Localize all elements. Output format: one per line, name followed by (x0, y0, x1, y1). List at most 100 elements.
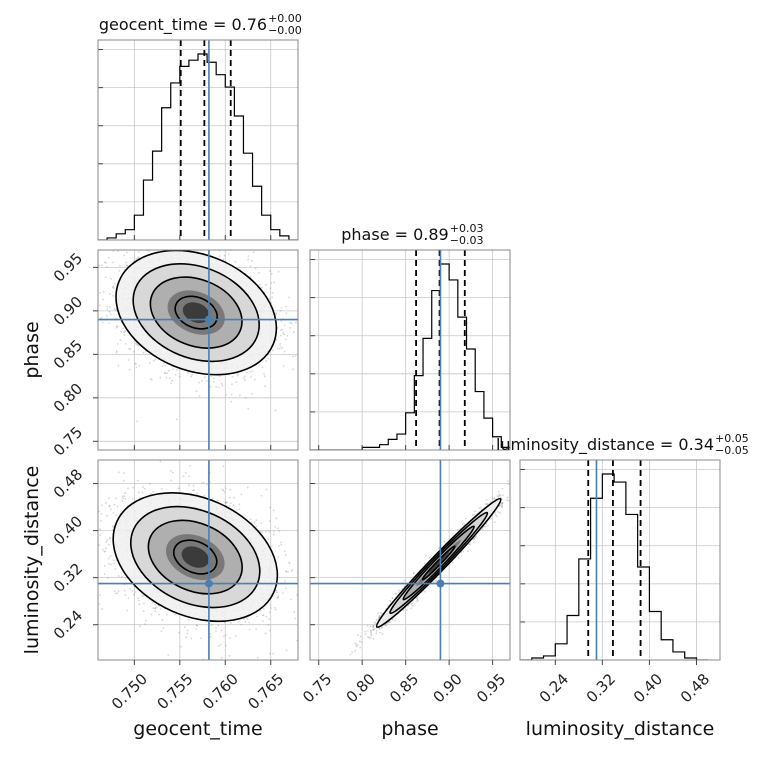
sample-point (277, 555, 280, 558)
sample-point (230, 400, 233, 403)
hist-panel-luminosity_distance-frame (519, 459, 721, 661)
sample-point (286, 334, 289, 337)
sample-point (98, 304, 101, 307)
sample-point (120, 330, 123, 333)
sample-point (105, 266, 108, 269)
sample-point (123, 254, 126, 257)
sample-point (96, 524, 98, 526)
sample-point (162, 627, 165, 630)
sample-point (229, 488, 231, 491)
sample-point (117, 471, 120, 474)
sample-point (121, 500, 124, 502)
sample-point (245, 617, 248, 619)
hist-bin-geocent_time-10 (189, 60, 198, 240)
sample-point (123, 331, 126, 334)
scatter-panel-geocent_time-phase-frame (97, 249, 299, 451)
sample-point (280, 541, 282, 544)
sample-point (121, 575, 123, 578)
sample-point (205, 380, 208, 382)
sample-point (210, 635, 212, 638)
sample-point (89, 566, 91, 568)
sample-point (307, 339, 309, 341)
sample-point (126, 609, 128, 612)
sample-point (186, 632, 189, 635)
sample-point (279, 345, 282, 348)
scatter-panel-geocent_time-phase (41, 240, 309, 451)
sample-point (160, 487, 163, 490)
sample-point (116, 592, 119, 594)
sample-point (129, 587, 132, 590)
sample-point (108, 306, 111, 309)
sample-point (106, 514, 108, 517)
sample-point (273, 606, 276, 609)
sample-point (195, 624, 198, 627)
sample-point (185, 244, 187, 246)
sample-point (178, 375, 181, 378)
sample-point (301, 353, 303, 355)
sample-point (135, 257, 138, 260)
sample-point (202, 481, 205, 484)
sample-point (275, 517, 278, 520)
sample-point (224, 644, 227, 647)
sample-point (124, 492, 127, 494)
sample-point (155, 243, 157, 245)
sample-point (162, 362, 165, 365)
sample-point (238, 508, 241, 511)
sample-point (154, 358, 157, 361)
sample-point (106, 314, 108, 317)
sample-point (218, 240, 220, 242)
sample-point (110, 508, 112, 511)
sample-point (155, 606, 158, 609)
sample-point (288, 296, 291, 299)
sample-point (220, 382, 223, 385)
sample-point (276, 596, 279, 599)
sample-point (149, 377, 152, 380)
sample-point (290, 598, 293, 601)
hist-panel-phase-frame (309, 249, 511, 451)
sample-point (277, 527, 279, 530)
sample-point (250, 259, 253, 262)
sample-point (202, 247, 204, 249)
sample-point (221, 384, 224, 387)
hist-bin-phase-11 (406, 413, 415, 450)
sample-point (112, 511, 115, 514)
sample-point (108, 310, 111, 313)
sample-point (41, 268, 43, 270)
sample-point (224, 491, 226, 494)
sample-point (108, 293, 111, 295)
sample-point (53, 569, 55, 571)
sample-point (104, 550, 106, 553)
sample-point (135, 342, 137, 345)
hist-bin-geocent_time-17 (253, 186, 262, 240)
sample-point (228, 654, 231, 657)
hist-bin-geocent_time-13 (216, 75, 225, 240)
sample-point (149, 492, 152, 495)
sample-point (95, 298, 97, 300)
sample-point (117, 590, 120, 592)
sample-point (296, 593, 298, 596)
sample-point (103, 550, 106, 553)
sample-point (195, 390, 198, 393)
sample-point (110, 277, 112, 280)
sample-point (275, 338, 278, 341)
sample-point (277, 545, 280, 548)
sample-point (91, 506, 93, 508)
sample-point (92, 592, 94, 594)
sample-point (229, 637, 231, 639)
sample-point (105, 502, 107, 504)
sample-point (131, 497, 134, 500)
sample-point (254, 267, 257, 270)
sample-point (240, 493, 243, 496)
hist-bin-geocent_time-4 (134, 215, 143, 240)
sample-point (101, 608, 104, 610)
sample-point (182, 475, 185, 478)
sample-point (109, 313, 112, 316)
sample-point (112, 250, 115, 252)
sample-point (222, 489, 225, 492)
hist-bin-luminosity_distance-4 (567, 616, 579, 660)
sample-point (128, 347, 131, 350)
hist-bin-geocent_time-7 (162, 108, 171, 240)
sample-point (122, 327, 124, 330)
sample-point (115, 350, 118, 353)
sample-point (290, 322, 293, 325)
